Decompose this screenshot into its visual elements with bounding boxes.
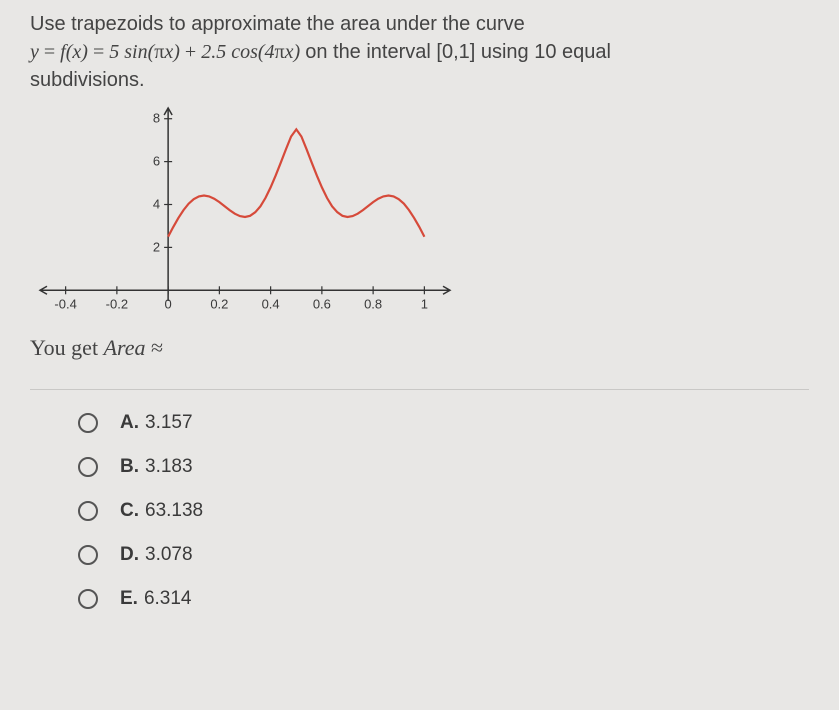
choice-label: D.3.078 bbox=[120, 544, 193, 566]
answer-choices: A.3.157 B.3.183 C.63.138 D.3.078 E.6.314 bbox=[78, 412, 809, 610]
choice-label: B.3.183 bbox=[120, 456, 193, 478]
choice-d[interactable]: D.3.078 bbox=[78, 544, 809, 566]
question-line3: subdivisions. bbox=[30, 69, 145, 91]
radio-icon[interactable] bbox=[78, 501, 98, 521]
svg-text:0.8: 0.8 bbox=[364, 296, 382, 311]
question-formula: y = f(x) = 5 sin(πx) + 2.5 cos(4πx) bbox=[30, 41, 305, 63]
question-text: Use trapezoids to approximate the area u… bbox=[30, 10, 809, 94]
choice-b[interactable]: B.3.183 bbox=[78, 456, 809, 478]
svg-text:0.4: 0.4 bbox=[262, 296, 280, 311]
prompt-approx: ≈ bbox=[146, 335, 164, 360]
svg-text:1: 1 bbox=[421, 296, 428, 311]
svg-text:-0.2: -0.2 bbox=[106, 296, 128, 311]
svg-text:0: 0 bbox=[165, 296, 172, 311]
choice-label: C.63.138 bbox=[120, 500, 203, 522]
svg-text:6: 6 bbox=[153, 154, 160, 169]
chart-svg: -0.4 -0.2 0 0.2 0.4 0.6 0.8 1 2 4 6 8 bbox=[30, 102, 460, 327]
svg-text:-0.4: -0.4 bbox=[54, 296, 76, 311]
radio-icon[interactable] bbox=[78, 413, 98, 433]
svg-text:4: 4 bbox=[153, 197, 160, 212]
prompt-var: Area bbox=[104, 335, 146, 360]
question-line1: Use trapezoids to approximate the area u… bbox=[30, 13, 525, 35]
formula-lhs: y = f(x) = 5 sin(πx) + 2.5 cos(4πx) bbox=[30, 41, 300, 63]
choice-label: E.6.314 bbox=[120, 588, 192, 610]
svg-text:8: 8 bbox=[153, 111, 160, 126]
choice-e[interactable]: E.6.314 bbox=[78, 588, 809, 610]
question-interval: on the interval [0,1] using 10 equal bbox=[305, 41, 611, 63]
area-prompt: You get Area ≈ bbox=[30, 335, 809, 361]
radio-icon[interactable] bbox=[78, 589, 98, 609]
svg-text:0.6: 0.6 bbox=[313, 296, 331, 311]
divider bbox=[30, 389, 809, 390]
radio-icon[interactable] bbox=[78, 457, 98, 477]
choice-label: A.3.157 bbox=[120, 412, 193, 434]
svg-text:2: 2 bbox=[153, 239, 160, 254]
choice-a[interactable]: A.3.157 bbox=[78, 412, 809, 434]
prompt-prefix: You get bbox=[30, 335, 104, 360]
function-chart: -0.4 -0.2 0 0.2 0.4 0.6 0.8 1 2 4 6 8 bbox=[30, 102, 460, 327]
choice-c[interactable]: C.63.138 bbox=[78, 500, 809, 522]
radio-icon[interactable] bbox=[78, 545, 98, 565]
svg-text:0.2: 0.2 bbox=[210, 296, 228, 311]
